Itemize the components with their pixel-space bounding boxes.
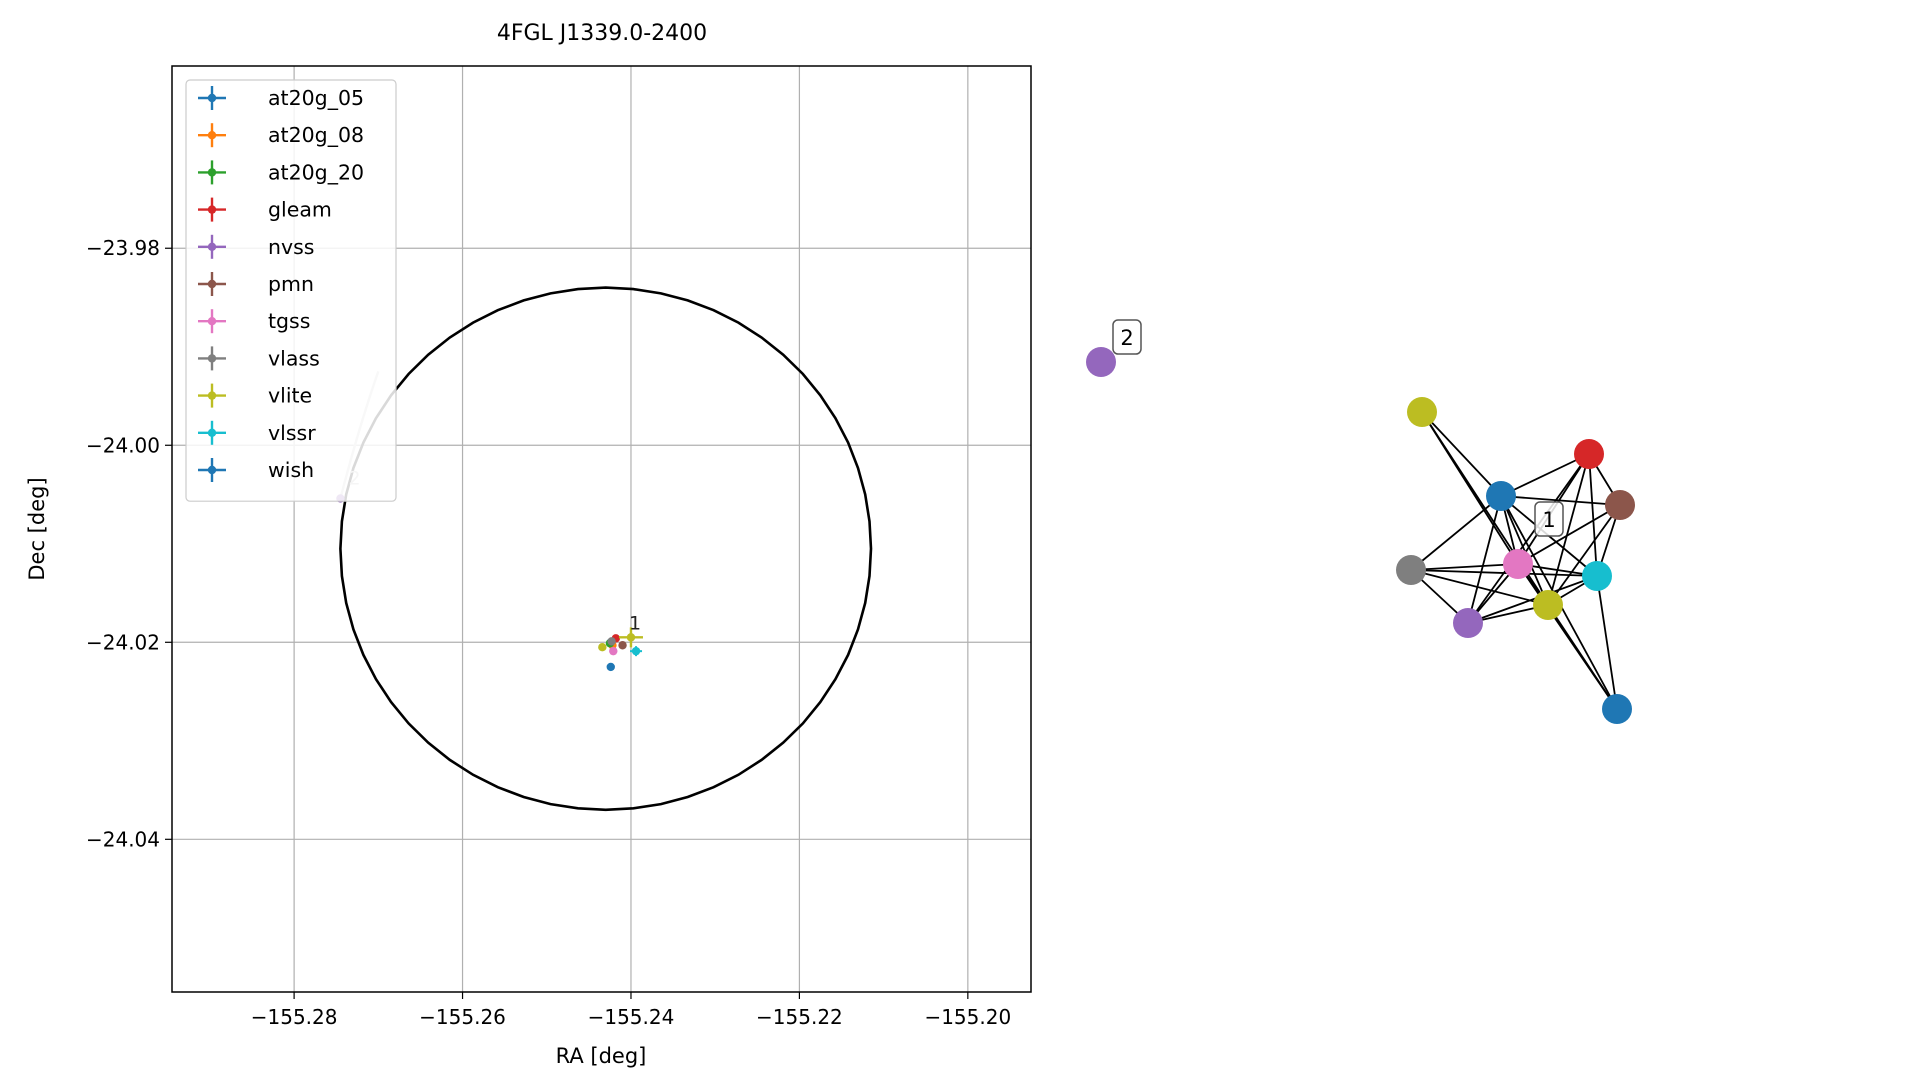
network-edge [1421, 411, 1502, 497]
legend-label: gleam [268, 198, 332, 222]
legend-entry-pmn: pmn [198, 272, 314, 296]
legend-entry-vlass: vlass [198, 346, 320, 371]
legend-entry-vlssr: vlssr [198, 420, 316, 445]
legend-entry-at20g_20: at20g_20 [198, 160, 364, 185]
legend-box [185, 79, 397, 502]
network-edge [1410, 569, 1598, 577]
y-tick-label: −24.04 [86, 827, 160, 851]
legend-label: at20g_20 [268, 160, 364, 185]
svg-text:1: 1 [1542, 508, 1555, 532]
error-ellipse [339, 286, 873, 812]
legend-label: at20g_05 [268, 86, 364, 111]
point-vlite [618, 627, 643, 648]
network-node-olive-low [1533, 590, 1563, 620]
y-tick-label: −24.02 [86, 630, 160, 654]
network-edge [1410, 563, 1519, 571]
error-ellipse-layer [339, 286, 873, 812]
network-edge [1410, 495, 1502, 571]
legend-entry-at20g_08: at20g_08 [198, 123, 364, 148]
network-node-isolated [1086, 347, 1116, 377]
x-tick-label: −155.24 [588, 1005, 675, 1029]
y-tick-label: −23.98 [86, 236, 160, 260]
x-tick-label: −155.26 [419, 1005, 506, 1029]
legend-label: vlite [268, 384, 312, 408]
point-vlssr [630, 646, 643, 657]
point-vlass [607, 637, 616, 646]
x-tick-label: −155.28 [251, 1005, 338, 1029]
point-vlite [598, 643, 607, 652]
network-labels: 12 [1112, 319, 1564, 537]
network-nodes [1086, 347, 1635, 724]
legend-label: wish [268, 458, 314, 482]
legend-entry-gleam: gleam [198, 197, 332, 222]
network-edge [1547, 604, 1618, 710]
network-edge [1596, 575, 1618, 710]
point-tgss [609, 646, 618, 656]
legend-entry-at20g_05: at20g_05 [198, 86, 364, 111]
network-node-olive-top [1407, 397, 1437, 427]
network-edge [1500, 453, 1590, 497]
network-label-1: 1 [1534, 501, 1564, 537]
plot-frame [171, 65, 1032, 993]
legend-entry-wish: wish [198, 458, 314, 482]
point-pmn [618, 641, 627, 650]
network-edge [1410, 569, 1549, 606]
network-edge [1467, 495, 1502, 624]
legend-label: pmn [268, 272, 314, 296]
network-node-purple [1453, 608, 1483, 638]
network-edge [1467, 453, 1590, 624]
network-edge [1547, 453, 1590, 606]
legend-entry-nvss: nvss [198, 234, 315, 259]
points-layer [336, 494, 643, 672]
legend-entry-vlite: vlite [198, 383, 312, 408]
network-label-2: 2 [1112, 319, 1142, 355]
point-wish [606, 662, 615, 672]
legend-label: vlass [268, 346, 320, 370]
network-node-red [1574, 439, 1604, 469]
network-panel: 12 [1086, 319, 1635, 724]
x-tick-label: −155.22 [756, 1005, 843, 1029]
legend-label: nvss [268, 235, 315, 259]
network-node-cyan [1582, 561, 1612, 591]
network-edge [1547, 504, 1621, 606]
network-node-blue-low [1602, 694, 1632, 724]
network-edge [1517, 504, 1621, 565]
point-annotation: 1 [629, 613, 641, 635]
x-axis-label: RA [deg] [556, 1044, 647, 1068]
network-edge [1500, 495, 1621, 506]
legend-label: tgss [268, 309, 310, 333]
network-node-brown [1605, 490, 1635, 520]
network-edge [1467, 575, 1598, 624]
y-axis-label: Dec [deg] [25, 477, 49, 580]
chart-title: 4FGL J1339.0-2400 [497, 21, 707, 46]
network-node-pink [1503, 549, 1533, 579]
network-node-grey [1396, 555, 1426, 585]
y-tick-label: −24.00 [86, 433, 160, 457]
legend-entry-tgss: tgss [198, 309, 310, 334]
legend-label: vlssr [268, 421, 316, 445]
ticks-layer: −155.28 −155.26 −155.24 −155.22 −155.20 −23.9… [86, 236, 1011, 1029]
scatter-panel: 4FGL J1339.0-2400 12 −155.28−155.26−155.… [25, 21, 1032, 1068]
network-edge [1588, 453, 1598, 577]
svg-text:2: 2 [1120, 326, 1133, 350]
network-node-blue-top [1486, 481, 1516, 511]
x-tick-label: −155.20 [924, 1005, 1011, 1029]
legend-label: at20g_08 [268, 123, 364, 148]
